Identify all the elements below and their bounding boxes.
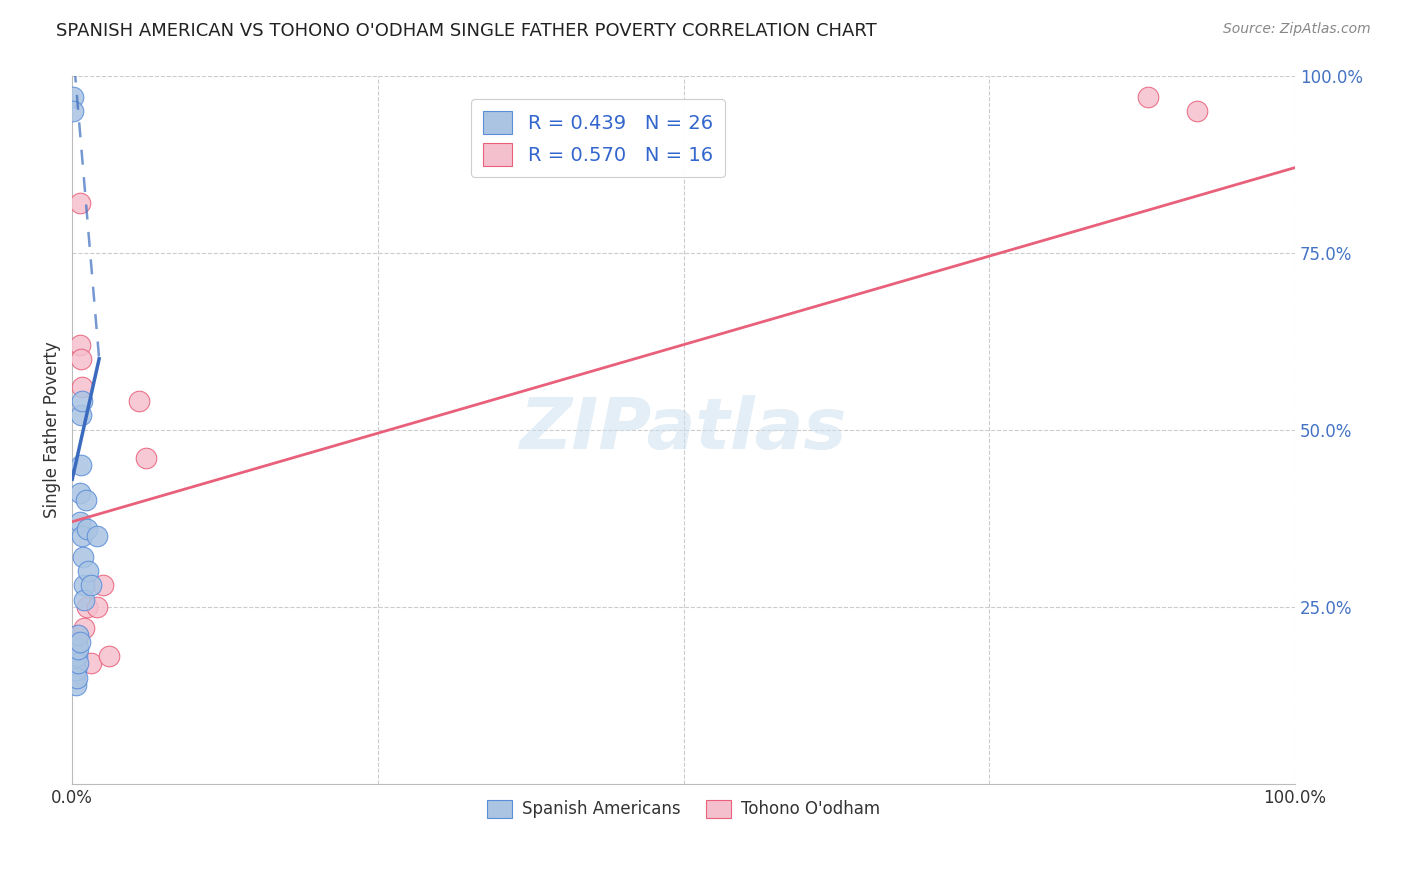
Point [66, 635, 89, 649]
Point [73, 621, 96, 635]
Point [86, 529, 108, 543]
Point [69, 409, 91, 423]
Point [69, 515, 91, 529]
Point [69, 196, 91, 211]
Text: Source: ZipAtlas.com: Source: ZipAtlas.com [1223, 22, 1371, 37]
Point [70, 380, 93, 394]
Point [73, 592, 96, 607]
Point [69, 458, 91, 472]
Point [1137, 89, 1160, 103]
Point [76, 599, 98, 614]
Point [67, 642, 90, 657]
Point [76, 522, 98, 536]
Point [69, 337, 91, 351]
Point [135, 450, 157, 465]
Y-axis label: Single Father Poverty: Single Father Poverty [44, 342, 60, 518]
Legend: Spanish Americans, Tohono O'odham: Spanish Americans, Tohono O'odham [481, 793, 887, 825]
Point [62, 103, 84, 118]
Point [67, 657, 90, 671]
Point [69, 486, 91, 500]
Point [63, 671, 86, 685]
Point [66, 649, 89, 664]
Point [63, 657, 86, 671]
Point [70, 394, 93, 409]
Point [69, 635, 91, 649]
Point [75, 493, 97, 508]
Point [69, 351, 91, 366]
Point [97, 649, 120, 664]
Point [79, 657, 101, 671]
Point [70, 529, 93, 543]
Point [66, 671, 89, 685]
Point [67, 628, 90, 642]
Point [62, 89, 84, 103]
Text: ZIPatlas: ZIPatlas [520, 395, 848, 464]
Point [86, 599, 108, 614]
Point [73, 578, 96, 592]
Point [65, 677, 87, 691]
Point [128, 394, 150, 409]
Point [72, 550, 94, 565]
Point [77, 564, 100, 578]
Point [91, 578, 114, 592]
Point [79, 578, 101, 592]
Point [1185, 103, 1208, 118]
Text: SPANISH AMERICAN VS TOHONO O'ODHAM SINGLE FATHER POVERTY CORRELATION CHART: SPANISH AMERICAN VS TOHONO O'ODHAM SINGL… [56, 22, 877, 40]
Point [67, 628, 90, 642]
Point [65, 664, 87, 678]
